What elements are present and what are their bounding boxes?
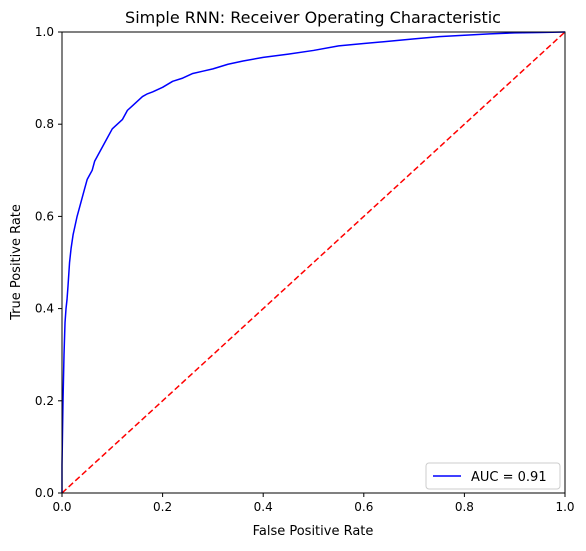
tick-layer: 0.0 0.2 0.4 0.6 0.8 1.0 0.0 0.2 0.4 0.6 0.8 1.0	[35, 25, 575, 514]
chance-diagonal-line	[61, 31, 566, 494]
x-tick-label: 0.6	[354, 500, 373, 514]
x-tick-label: 0.4	[254, 500, 273, 514]
chart-title: Simple RNN: Receiver Operating Character…	[125, 8, 501, 27]
plot-frame	[61, 31, 566, 494]
y-tick-label: 0.6	[35, 209, 54, 223]
x-tick-label: 0.8	[455, 500, 474, 514]
x-tick-label: 1.0	[555, 500, 574, 514]
x-tick-label: 0.0	[52, 500, 71, 514]
x-axis-label: False Positive Rate	[253, 524, 374, 539]
roc-curve-line	[61, 31, 566, 493]
y-tick-label: 0.4	[35, 302, 54, 316]
y-tick-label: 0.2	[35, 394, 54, 408]
x-tick-label: 0.2	[153, 500, 172, 514]
y-tick-label: 0.0	[35, 486, 54, 500]
legend-label: AUC = 0.91	[471, 470, 547, 485]
y-tick-label: 0.8	[35, 117, 54, 131]
series-layer	[61, 31, 566, 494]
legend: AUC = 0.91	[425, 462, 561, 490]
y-axis-label: True Positive Rate	[9, 204, 24, 321]
y-tick-label: 1.0	[35, 25, 54, 39]
legend-box	[425, 462, 561, 490]
